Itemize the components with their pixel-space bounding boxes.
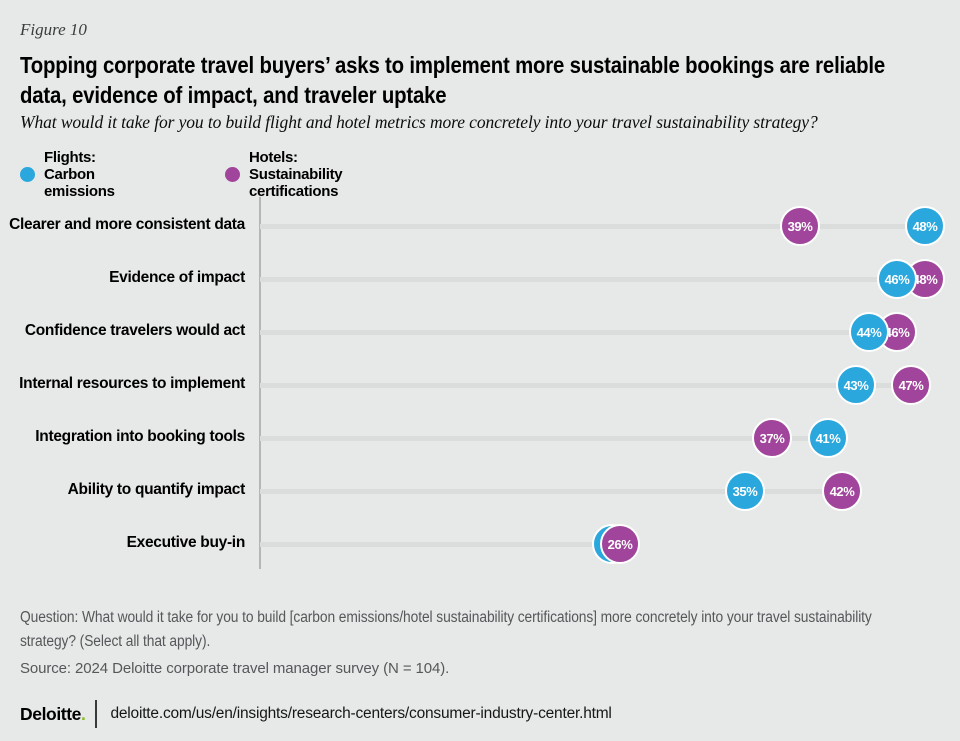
data-point-flights: 35% [725,471,765,511]
figure-subtitle: What would it take for you to build flig… [20,112,818,132]
data-point-label: 48% [912,218,938,234]
hotels-legend-dot-icon [225,167,240,182]
footer-bar: Deloitte. deloitte.com/us/en/insights/re… [20,698,612,730]
data-point-label: 48% [912,271,938,287]
row-track [260,277,925,282]
row-track [260,330,897,335]
data-point-flights: 46% [877,259,917,299]
legend-item-flights: Flights: Carbon emissions [20,149,115,200]
category-label: Executive buy-in [126,534,246,551]
row-track [260,383,911,388]
legend-label-hotels: Hotels: Sustainability certifications [249,149,343,200]
deloitte-logo: Deloitte. [20,703,86,725]
source-note: Source: 2024 Deloitte corporate travel m… [20,660,450,677]
category-label: Ability to quantify impact [67,481,246,498]
data-point-label: 46% [884,271,910,287]
data-point-label: 35% [732,483,758,499]
flights-legend-dot-icon [20,167,35,182]
category-label: Confidence travelers would act [24,322,245,339]
data-point-hotels: 26% [600,524,640,564]
dot-plot-chart: Clearer and more consistent data 39% 48% Ev… [0,197,960,569]
row-track [260,436,828,441]
category-label: Clearer and more consistent data [9,216,245,233]
data-point-flights: 43% [836,365,876,405]
data-point-hotels: 39% [780,206,820,246]
row-track [260,489,842,494]
data-point-label: 26% [607,536,633,552]
footer-url[interactable]: deloitte.com/us/en/insights/research-cen… [110,705,612,722]
question-note: Question: What would it take for you to … [20,609,872,651]
deloitte-logo-text: Deloitte [20,703,81,724]
category-label: Internal resources to implement [19,375,245,392]
data-point-label: 37% [759,430,785,446]
data-point-hotels: 42% [822,471,862,511]
data-point-hotels: 47% [891,365,931,405]
data-point-label: 41% [815,430,841,446]
data-point-label: 47% [898,377,924,393]
data-point-label: 42% [829,483,855,499]
logo-green-dot-icon: . [80,703,86,724]
figure-title: Topping corporate travel buyers’ asks to… [20,52,886,109]
data-point-flights: 41% [808,418,848,458]
category-label: Evidence of impact [109,269,245,286]
data-point-label: 39% [787,218,813,234]
data-point-label: 43% [843,377,869,393]
legend-item-hotels: Hotels: Sustainability certifications [225,149,343,200]
legend-label-flights: Flights: Carbon emissions [44,149,115,200]
data-point-label: 46% [884,324,910,340]
data-point-hotels: 37% [752,418,792,458]
footer-divider [95,700,98,728]
data-point-flights: 48% [905,206,945,246]
figure-label: Figure 10 [20,20,87,39]
row-track [260,224,925,229]
data-point-label: 44% [856,324,882,340]
row-track [260,542,620,547]
category-label: Integration into booking tools [35,428,245,445]
data-point-flights: 44% [849,312,889,352]
